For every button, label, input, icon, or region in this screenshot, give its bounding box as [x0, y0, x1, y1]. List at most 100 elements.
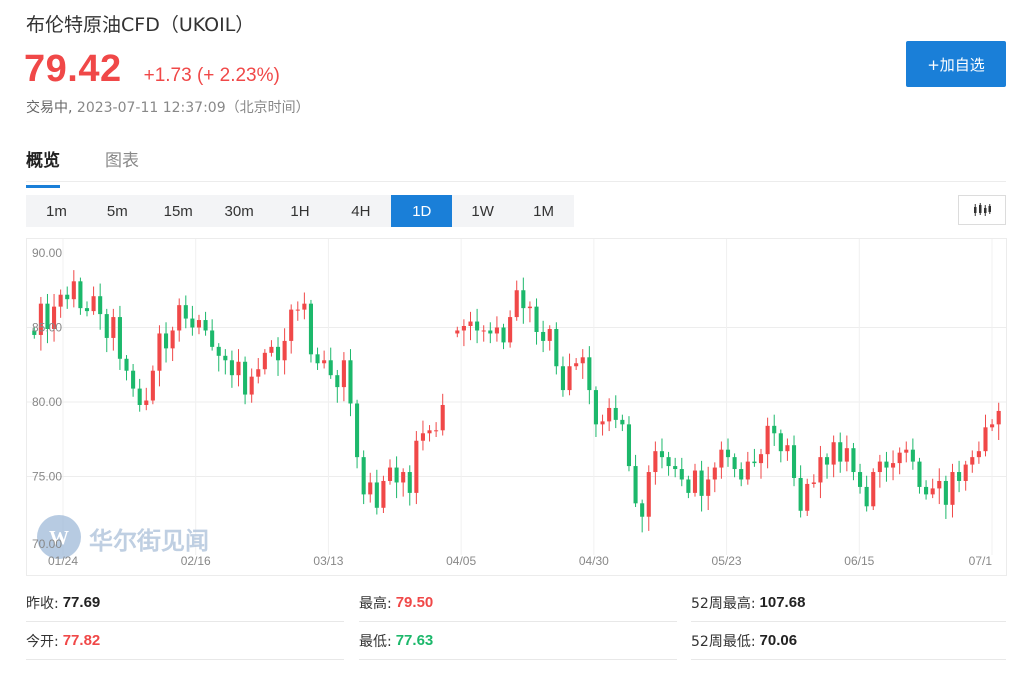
- candle-body: [262, 352, 267, 370]
- candle-body: [527, 306, 532, 309]
- candle-body: [580, 357, 585, 364]
- watermark-logo-icon: [37, 515, 81, 559]
- candle-body: [183, 305, 188, 319]
- candle-body: [824, 457, 830, 465]
- candle-body: [798, 477, 803, 511]
- candle-body: [957, 472, 962, 481]
- add-watchlist-button[interactable]: +加自选: [906, 41, 1006, 87]
- candle-body: [58, 294, 63, 307]
- candle-body: [374, 482, 379, 508]
- candle-body: [904, 449, 909, 453]
- candle-body: [269, 346, 274, 353]
- high-value: 79.50: [395, 594, 434, 611]
- candle-body: [282, 340, 287, 361]
- w52-high-label: 52周最高:: [691, 595, 756, 612]
- x-tick-label: 01/24: [48, 554, 78, 568]
- prev-close-value: 77.69: [62, 594, 101, 611]
- candle-body: [124, 358, 129, 371]
- range-1h[interactable]: 1H: [290, 202, 310, 220]
- x-tick-label: 04/05: [446, 554, 476, 568]
- candle-body: [765, 425, 770, 455]
- candle-body: [177, 305, 182, 331]
- candle-body: [871, 472, 876, 507]
- candle-body: [924, 486, 929, 495]
- candle-body: [864, 486, 869, 507]
- range-30m[interactable]: 30m: [224, 202, 254, 220]
- candle-body: [963, 464, 968, 481]
- candlestick-icon: [974, 203, 991, 216]
- range-5m[interactable]: 5m: [106, 202, 128, 220]
- y-tick-label: 70.00: [32, 537, 62, 551]
- stats-row-2: 今开: 77.82 最低: 77.63 52周最低: 70.06: [26, 622, 1006, 662]
- range-1mo[interactable]: 1M: [533, 202, 554, 220]
- candle-body: [521, 290, 526, 309]
- price-change: +1.73 (+ 2.23%): [143, 65, 280, 86]
- candle-body: [897, 452, 902, 464]
- candle-body: [150, 370, 155, 401]
- candle-body: [157, 333, 162, 371]
- candle-body: [203, 320, 208, 331]
- candle-body: [600, 421, 605, 425]
- candle-body: [574, 363, 579, 367]
- chart-type-button[interactable]: [958, 195, 1006, 225]
- candle-body: [461, 326, 466, 331]
- candle-body: [567, 366, 572, 391]
- range-4h[interactable]: 4H: [351, 202, 371, 220]
- candle-body: [772, 425, 777, 434]
- price-chart[interactable]: W 华尔街见闻 90.00 85.00 80.00 75.00 70.00 01/24 02…: [26, 238, 1007, 576]
- stat-high: 最高: 79.50: [359, 584, 677, 622]
- x-tick-label: 07/1: [969, 554, 993, 568]
- candle-body: [322, 360, 327, 364]
- candle-body: [45, 303, 50, 329]
- y-tick-label: 85.00: [32, 321, 62, 335]
- candle-body: [289, 309, 294, 341]
- candle-body: [434, 430, 439, 432]
- candle-body: [104, 314, 109, 338]
- candle-body: [752, 461, 757, 464]
- candle-body: [78, 281, 83, 309]
- tab-chart[interactable]: 图表: [105, 151, 139, 171]
- range-15m[interactable]: 15m: [163, 202, 193, 220]
- w52-low-value: 70.06: [759, 632, 798, 649]
- candle-body: [243, 361, 248, 395]
- candle-body: [308, 303, 314, 355]
- y-tick-label: 75.00: [32, 470, 62, 484]
- low-label: 最低:: [359, 633, 392, 650]
- candle-body: [91, 296, 96, 312]
- candle-body: [620, 419, 625, 425]
- candle-body: [541, 331, 546, 341]
- candle-body: [778, 433, 783, 452]
- range-1m[interactable]: 1m: [46, 202, 67, 220]
- range-1d[interactable]: 1D: [391, 195, 453, 227]
- candle-body: [71, 281, 76, 300]
- candle-body: [440, 404, 445, 431]
- candle-body: [488, 330, 493, 334]
- candle-body: [249, 376, 254, 395]
- range-1w[interactable]: 1W: [471, 202, 494, 220]
- candle-body: [468, 321, 473, 327]
- instrument-title: 布伦特原油CFD（UKOIL）: [26, 14, 255, 36]
- candle-body: [381, 480, 386, 508]
- candle-body: [719, 449, 724, 468]
- x-tick-label: 02/16: [181, 554, 211, 568]
- candle-body: [229, 360, 234, 376]
- y-tick-label: 80.00: [32, 395, 62, 409]
- y-tick-label: 90.00: [32, 246, 62, 260]
- candle-body: [653, 451, 658, 473]
- candle-body: [587, 357, 592, 391]
- stat-prev-close: 昨收: 77.69: [26, 584, 344, 622]
- candle-body: [98, 296, 103, 315]
- candle-body: [501, 327, 506, 343]
- x-tick-label: 03/13: [313, 554, 343, 568]
- candle-body: [910, 449, 915, 462]
- candle-body: [401, 472, 406, 483]
- candle-body: [335, 375, 340, 388]
- candle-body: [758, 454, 764, 464]
- candle-body: [508, 317, 513, 343]
- candle-body: [210, 330, 215, 347]
- open-label: 今开:: [26, 633, 59, 650]
- candle-body: [361, 457, 366, 495]
- tab-overview[interactable]: 概览: [26, 146, 60, 188]
- candle-body: [838, 442, 843, 462]
- candle-body: [481, 330, 486, 332]
